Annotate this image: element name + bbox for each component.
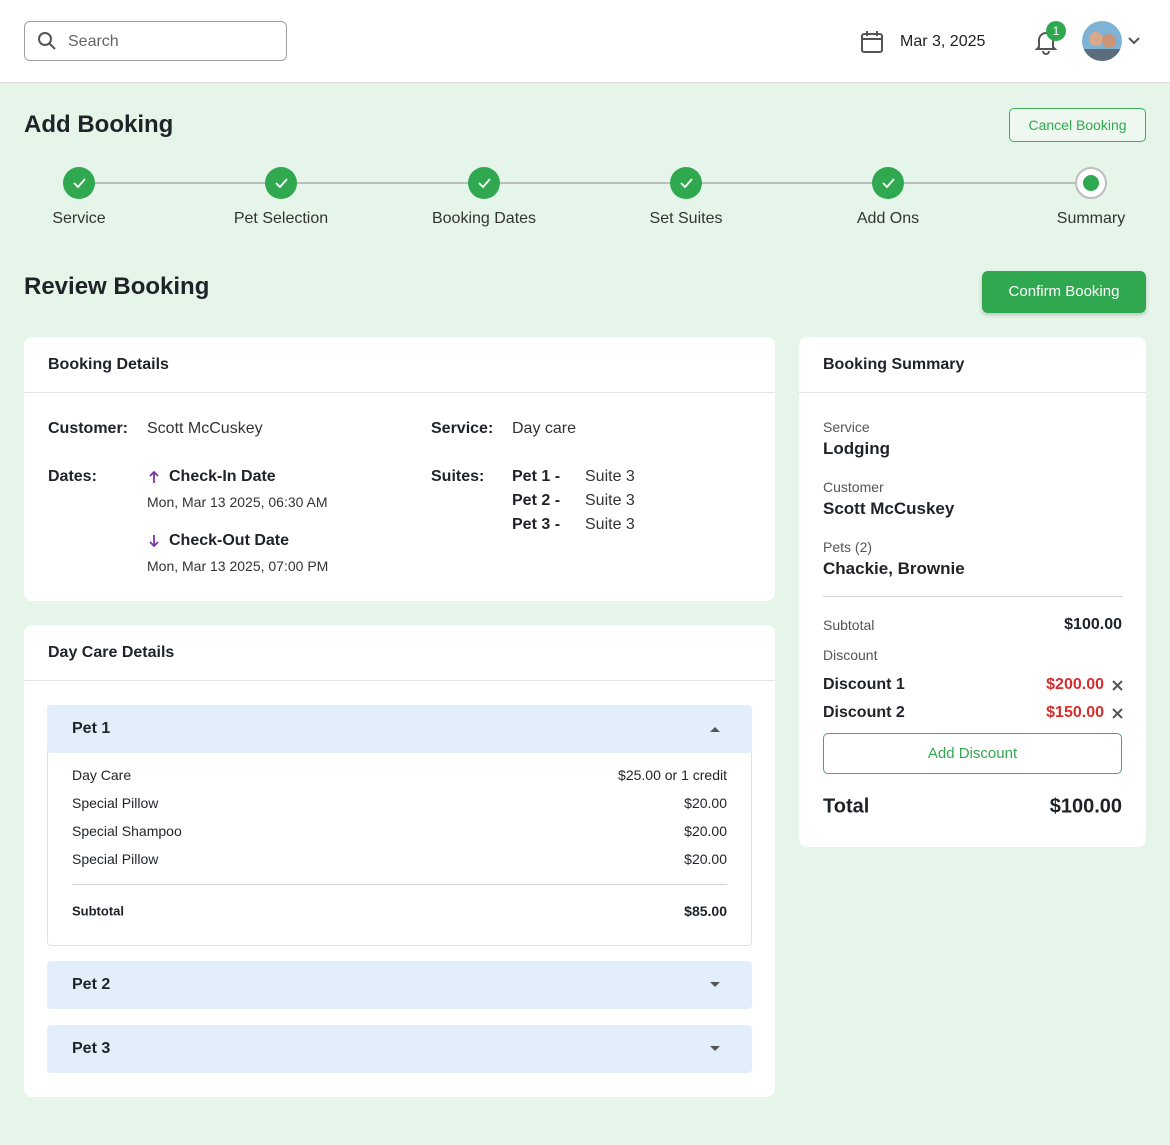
item-price: $20.00 <box>684 795 727 811</box>
value: Day care <box>512 420 577 437</box>
suite-pet: Pet 1 - <box>512 468 561 485</box>
subtotal-label: Subtotal <box>72 903 124 919</box>
check-in-value: Mon, Mar 13 2025, 06:30 AM <box>147 494 328 510</box>
value: Chackie, Brownie <box>823 559 965 578</box>
step-done <box>872 167 904 199</box>
current-date: Mar 3, 2025 <box>900 33 986 50</box>
step-label: Booking Dates <box>431 210 537 227</box>
total-value: $100.00 <box>1049 795 1122 818</box>
page-title: Add Booking <box>24 111 174 138</box>
item-name: Special Pillow <box>72 795 159 811</box>
subtotal-value: $100.00 <box>1064 616 1122 633</box>
pet-panel-header[interactable] <box>47 1025 752 1073</box>
label: Suites: <box>431 468 485 485</box>
step-done <box>63 167 95 199</box>
user-menu[interactable] <box>1082 21 1144 61</box>
card-title: Booking Details <box>48 356 169 373</box>
value: Lodging <box>823 439 891 458</box>
label: Customer: <box>48 420 129 437</box>
step-done <box>670 167 702 199</box>
caret-up <box>710 727 720 732</box>
label: Service <box>823 419 870 435</box>
step-label: Add Ons <box>856 210 920 227</box>
divider <box>24 392 775 393</box>
subtotal-value: $85.00 <box>684 903 727 919</box>
section-title: Review Booking <box>24 273 210 300</box>
step-label: Pet Selection <box>233 210 329 227</box>
pet-panel-header[interactable] <box>47 705 752 753</box>
divider <box>799 392 1146 393</box>
search-box[interactable] <box>24 21 287 61</box>
total-label: Total <box>823 795 870 818</box>
item-name: Special Pillow <box>72 851 159 867</box>
stepper-line <box>79 182 1091 184</box>
label: Pets (2) <box>823 539 873 555</box>
pet-panel-header[interactable] <box>47 961 752 1009</box>
step-label: Service <box>52 210 106 227</box>
pet-name: Pet 3 <box>72 1040 111 1057</box>
item-price: $20.00 <box>684 823 727 839</box>
value: Scott McCuskey <box>823 499 955 518</box>
caret-down <box>710 1046 720 1051</box>
divider <box>24 680 775 681</box>
item-name: Day Care <box>72 767 132 783</box>
step-label: Set Suites <box>649 210 723 227</box>
item-price: $20.00 <box>684 851 727 867</box>
remove-discount[interactable] <box>1112 680 1123 691</box>
remove-discount[interactable] <box>1112 708 1123 719</box>
confirm-button[interactable]: Confirm Booking <box>982 271 1146 313</box>
label: Subtotal <box>823 617 875 633</box>
pet-name: Pet 1 <box>72 720 111 737</box>
check-in-label: Check-In Date <box>169 468 276 485</box>
add-discount-button[interactable]: Add Discount <box>823 733 1122 774</box>
search-placeholder: Search <box>68 33 119 50</box>
check-out-label: Check-Out Date <box>169 532 290 549</box>
arrow-up-icon <box>149 470 159 483</box>
step-current <box>1075 167 1107 199</box>
caret-down <box>710 982 720 987</box>
step-label: Summary <box>1056 210 1126 227</box>
discount-amount: $200.00 <box>1046 676 1104 693</box>
check-out-value: Mon, Mar 13 2025, 07:00 PM <box>147 558 329 574</box>
notification-badge: 1 <box>1046 21 1066 41</box>
calendar-icon <box>861 31 883 53</box>
suite-pet: Pet 2 - <box>512 492 561 509</box>
discount-amount: $150.00 <box>1046 704 1104 721</box>
label: Service: <box>431 420 494 437</box>
cancel-button[interactable]: Cancel Booking <box>1009 108 1146 142</box>
card-title: Day Care Details <box>48 644 175 661</box>
suite-name: Suite 3 <box>585 516 635 533</box>
pet-name: Pet 2 <box>72 976 111 993</box>
day-care-card <box>24 625 775 1097</box>
card-title: Booking Summary <box>823 356 965 373</box>
divider <box>823 596 1122 597</box>
discount-name: Discount 2 <box>823 704 905 721</box>
suite-name: Suite 3 <box>585 468 635 485</box>
search-icon <box>38 32 56 50</box>
label: Discount <box>823 647 878 663</box>
step-done <box>265 167 297 199</box>
step-done <box>468 167 500 199</box>
discount-name: Discount 1 <box>823 676 905 693</box>
label: Customer <box>823 479 884 495</box>
label: Dates: <box>48 468 97 485</box>
item-price: $25.00 or 1 credit <box>618 767 727 783</box>
value: Scott McCuskey <box>147 420 263 437</box>
summary-card <box>799 337 1146 847</box>
divider <box>72 884 727 885</box>
suite-pet: Pet 3 - <box>512 516 561 533</box>
item-name: Special Shampoo <box>72 823 182 839</box>
arrow-down-icon <box>149 535 159 548</box>
booking-details-card <box>24 337 775 601</box>
suite-name: Suite 3 <box>585 492 635 509</box>
